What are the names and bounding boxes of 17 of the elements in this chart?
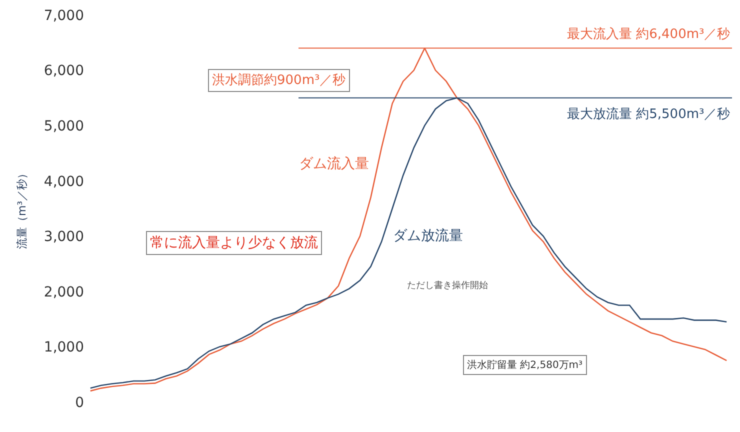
series-label: ダム流入量	[299, 156, 369, 172]
y-tick-label: 2,000	[44, 284, 84, 300]
y-axis-title: 流量（m³／秒）	[16, 168, 29, 250]
series-label: ダム放流量	[393, 228, 463, 244]
annotation: ただし書き操作開始	[407, 280, 488, 291]
annotation: 洪水調節約900m³／秒	[212, 73, 346, 88]
annotation: 常に流入量より少なく放流	[150, 235, 318, 251]
ref-line-label: 最大放流量 約5,500m³／秒	[567, 106, 730, 122]
y-tick-label: 6,000	[44, 63, 84, 80]
annotation: 洪水貯留量 約2,580万m³	[467, 359, 583, 371]
y-tick-label: 7,000	[44, 8, 84, 24]
y-tick-label: 3,000	[44, 229, 84, 246]
y-tick-label: 0	[75, 394, 84, 411]
y-tick-label: 5,000	[44, 118, 84, 134]
y-tick-label: 1,000	[44, 340, 84, 356]
y-tick-label: 4,000	[44, 174, 84, 190]
ref-line-label: 最大流入量 約6,400m³／秒	[567, 26, 730, 42]
